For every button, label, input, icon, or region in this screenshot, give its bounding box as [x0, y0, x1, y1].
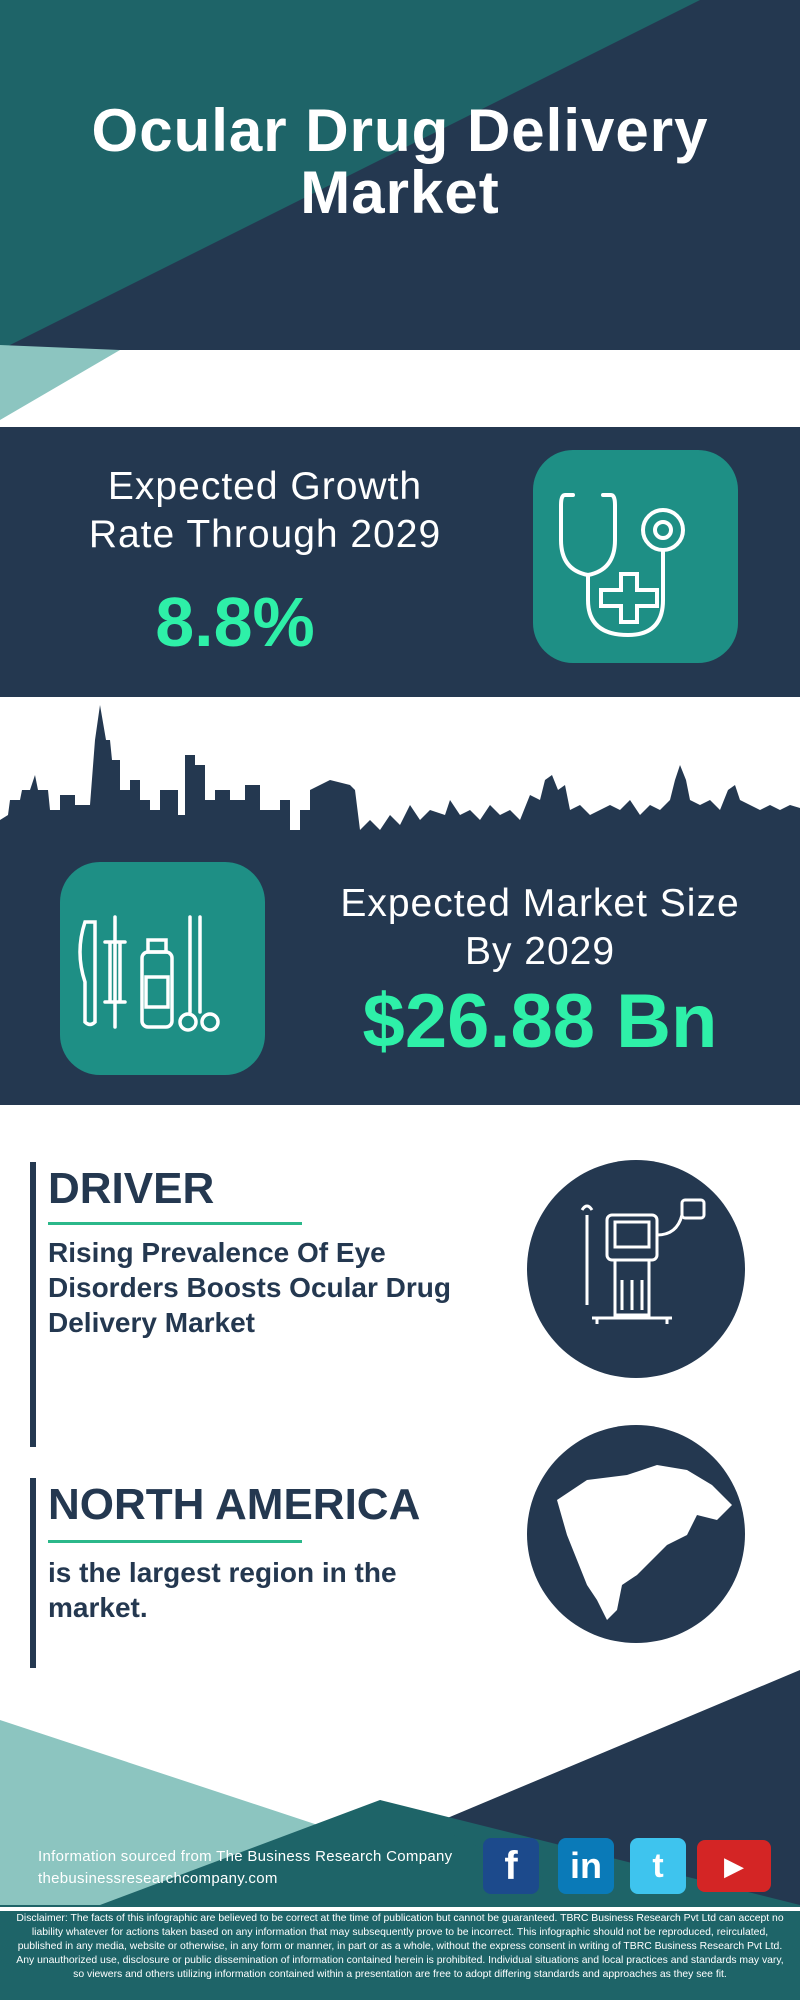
- market-label-line1: Expected Market Size: [340, 882, 740, 925]
- growth-label-line2: Rate Through 2029: [88, 513, 442, 556]
- north-america-map-icon: [527, 1425, 745, 1643]
- market-value: $26.88 Bn: [362, 979, 718, 1064]
- facebook-icon[interactable]: f: [483, 1838, 539, 1894]
- source-text: Information sourced from The Business Re…: [38, 1848, 453, 1865]
- growth-label: Expected Growth Rate Through 2029: [40, 463, 490, 559]
- region-underline: [48, 1540, 302, 1543]
- driver-heading: DRIVER: [48, 1164, 215, 1213]
- page-title: Ocular Drug Delivery Market: [91, 97, 709, 226]
- driver-bar: [30, 1162, 36, 1447]
- market-label: Expected Market Size By 2029: [300, 880, 780, 976]
- region-heading: NORTH AMERICA: [48, 1480, 421, 1529]
- linkedin-icon[interactable]: in: [558, 1838, 614, 1894]
- twitter-icon[interactable]: t: [630, 1838, 686, 1894]
- stethoscope-icon: [533, 450, 738, 663]
- market-label-line2: By 2029: [464, 930, 616, 973]
- region-text: is the largest region in the market.: [48, 1557, 397, 1623]
- disclaimer: Disclaimer: The facts of this infographi…: [16, 1913, 784, 1980]
- source-url[interactable]: thebusinessresearchcompany.com: [38, 1870, 278, 1887]
- driver-underline: [48, 1222, 302, 1225]
- youtube-icon[interactable]: ▶: [697, 1840, 771, 1892]
- city-skyline: [0, 705, 800, 860]
- region-bar: [30, 1478, 36, 1668]
- growth-label-line1: Expected Growth: [107, 465, 423, 508]
- medical-device-icon: [527, 1160, 745, 1378]
- driver-text: Rising Prevalence Of Eye Disorders Boost…: [48, 1237, 451, 1338]
- medical-tools-icon: [60, 862, 265, 1075]
- growth-value: 8.8%: [155, 583, 315, 661]
